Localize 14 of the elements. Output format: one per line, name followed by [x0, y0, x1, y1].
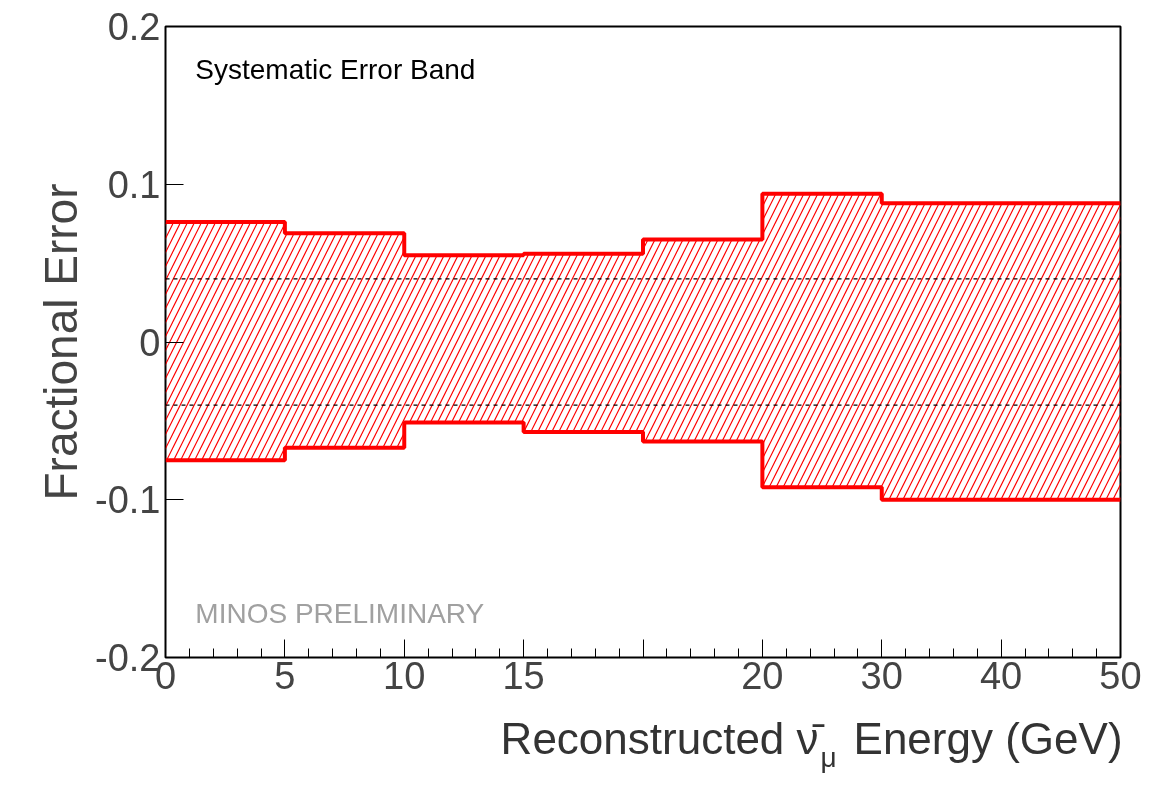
x-tick-label: 5 — [274, 654, 296, 697]
x-tick-label: 20 — [741, 654, 784, 697]
y-tick-label: -0.1 — [95, 479, 161, 522]
x-tick-label: 50 — [1099, 654, 1142, 697]
y-tick-label: 0.1 — [107, 163, 161, 206]
x-tick-label: 10 — [383, 654, 426, 697]
x-tick-label: 40 — [979, 654, 1023, 697]
annotation: MINOS PRELIMINARY — [195, 598, 485, 630]
y-tick-label: 0 — [139, 321, 161, 364]
y-tick-label: 0.2 — [107, 6, 161, 48]
annotation: Systematic Error Band — [195, 53, 476, 85]
y-axis-title: Fractional Error — [35, 183, 88, 501]
x-tick-label: 15 — [502, 654, 545, 697]
x-tick-label: 30 — [860, 654, 903, 697]
